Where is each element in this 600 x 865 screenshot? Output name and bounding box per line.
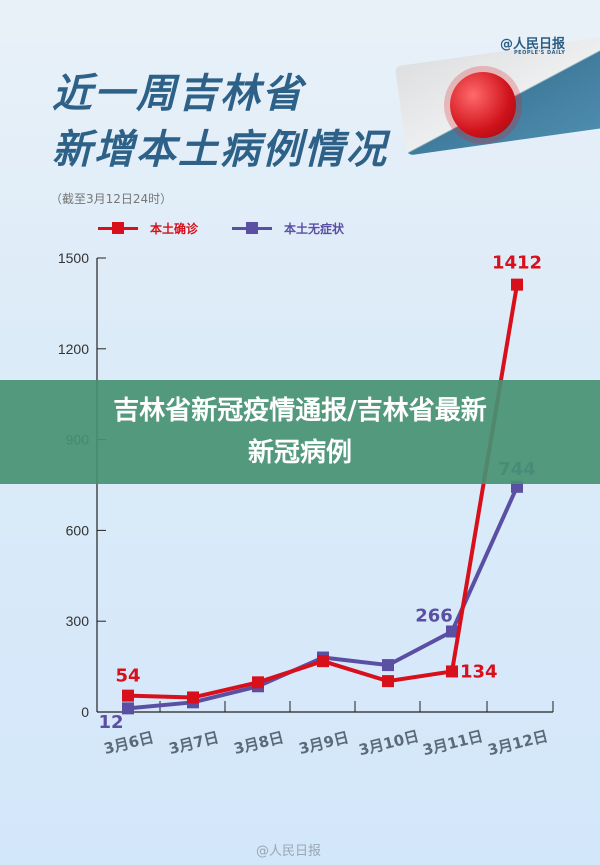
x-tick-label: 3月9日 [297, 728, 351, 758]
data-label: 12 [98, 712, 123, 733]
banner-line-2: 新冠病例 [247, 438, 352, 468]
watermark: @人民日报 [256, 844, 322, 859]
data-point [187, 691, 199, 704]
legend: 本土确诊 本土无症状 [98, 220, 378, 237]
data-label: 266 [415, 605, 453, 626]
legend-swatch [98, 222, 138, 234]
x-tick-label: 3月11日 [421, 727, 485, 759]
title-line-1: 近一周吉林省 [52, 71, 304, 117]
data-point [382, 675, 394, 688]
y-tick-label: 0 [81, 704, 89, 720]
headline-banner: 吉林省新冠疫情通报/吉林省最新 新冠病例 [0, 380, 600, 484]
x-tick-label: 3月7日 [167, 728, 221, 758]
legend-label: 本土无症状 [284, 222, 345, 236]
y-tick-label: 1500 [58, 250, 89, 266]
data-point [446, 625, 458, 638]
y-tick-label: 300 [66, 613, 90, 629]
logo-subtext: PEOPLE'S DAILY [514, 50, 566, 56]
data-point [122, 689, 134, 702]
data-point [446, 665, 458, 678]
legend-swatch [232, 222, 273, 234]
title-line-2: 新增本土病例情况 [52, 127, 388, 173]
data-point [382, 659, 394, 672]
date-note: （截至3月12日24时） [50, 192, 173, 206]
y-tick-label: 1200 [58, 341, 89, 357]
y-tick-label: 600 [66, 522, 90, 538]
series-line-asymptomatic [127, 485, 519, 711]
data-label: 1412 [492, 253, 542, 274]
data-point [252, 676, 264, 689]
virus-illustration [450, 72, 516, 138]
x-tick-label: 3月8日 [232, 728, 286, 758]
data-point [122, 702, 134, 715]
data-label: 134 [460, 661, 498, 682]
logo-text: @人民日报 [500, 37, 566, 52]
legend-item-confirmed: 本土确诊 [98, 220, 198, 237]
legend-item-asymptomatic: 本土无症状 [232, 220, 344, 237]
x-tick-label: 3月10日 [357, 727, 421, 759]
people-daily-logo: @人民日报 PEOPLE'S DAILY [500, 33, 565, 56]
chart-title: 近一周吉林省 新增本土病例情况 [52, 66, 388, 178]
series-line-confirmed [127, 284, 519, 700]
data-point [317, 655, 329, 668]
data-label: 54 [115, 666, 140, 687]
data-point [511, 278, 523, 291]
x-tick-label: 3月12日 [486, 727, 550, 759]
banner-line-1: 吉林省新冠疫情通报/吉林省最新 [113, 396, 487, 426]
legend-label: 本土确诊 [150, 222, 199, 236]
